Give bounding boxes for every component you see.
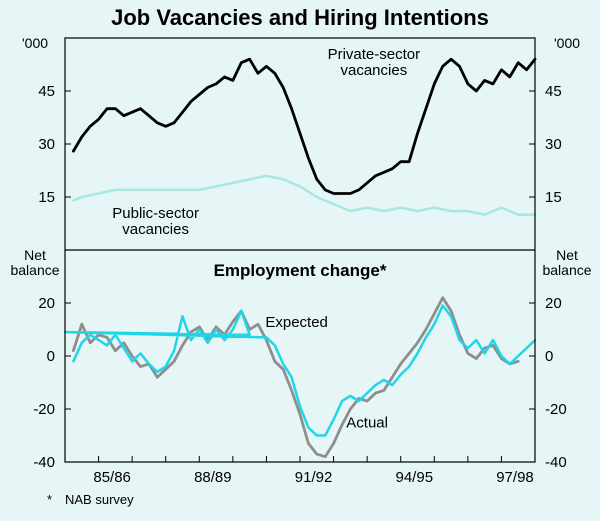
series-label-private-sector-vacancies: Private-sector [328,46,421,63]
series-label-actual: Actual [346,415,388,432]
y-tick-label: -20 [545,401,567,418]
panel-subtitle: Employment change* [214,261,387,280]
chart-container: Job Vacancies and Hiring Intentions 15 15 3… [0,0,600,521]
x-tick-label: 85/86 [93,469,131,486]
y-axis-label: Net [24,247,46,263]
series-label-public-sector-vacancies: Public-sector [112,205,199,222]
y-tick-label: 0 [545,348,553,365]
series-label-private-sector-vacancies: vacancies [341,62,408,79]
y-tick-label: 0 [47,348,55,365]
y-axis-label: '000 [554,35,580,51]
y-tick-label: 30 [545,136,562,153]
y-tick-label: 20 [545,295,562,312]
x-tick-label: 94/95 [396,469,434,486]
chart-svg: Job Vacancies and Hiring Intentions 15 15 3… [0,0,600,521]
y-axis-label: balance [542,262,591,278]
y-axis-label: balance [10,262,59,278]
x-tick-label: 97/98 [496,469,534,486]
y-tick-label: 15 [545,189,562,206]
x-tick-label: 91/92 [295,469,333,486]
y-tick-label: 30 [38,136,55,153]
series-label-public-sector-vacancies: vacancies [122,221,189,238]
x-tick-label: 88/89 [194,469,232,486]
y-tick-label: -20 [33,401,55,418]
y-tick-label: -40 [545,454,567,471]
y-axis-label: '000 [22,35,48,51]
y-tick-label: 15 [38,189,55,206]
footnote-text: NAB survey [65,492,134,507]
y-tick-label: 45 [38,83,55,100]
y-tick-label: 45 [545,83,562,100]
y-tick-label: -40 [33,454,55,471]
y-tick-label: 20 [38,295,55,312]
chart-title: Job Vacancies and Hiring Intentions [111,5,489,30]
series-label-expected: Expected [265,314,328,331]
footnote-marker: * [47,492,52,507]
y-axis-label: Net [556,247,578,263]
